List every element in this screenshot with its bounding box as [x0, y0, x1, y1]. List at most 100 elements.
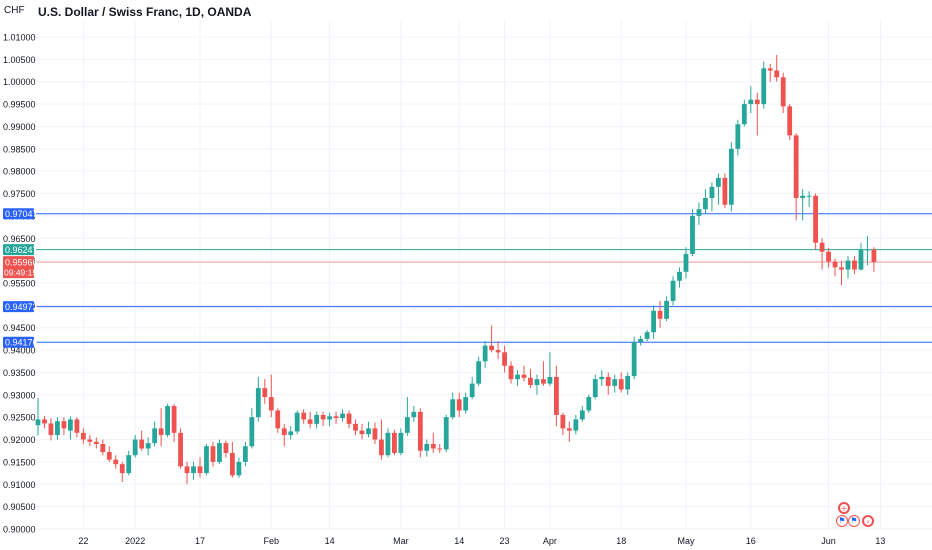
- candle-body: [670, 280, 676, 301]
- candle-body: [398, 432, 404, 453]
- candle-body: [152, 428, 158, 444]
- candle-body: [534, 379, 540, 385]
- candle-body: [819, 242, 825, 252]
- candle-body: [852, 260, 857, 270]
- y-tick-label: 0.98500: [3, 144, 36, 154]
- level-price-label-bg: [3, 208, 34, 220]
- candle-body: [690, 215, 695, 254]
- candle-body: [625, 376, 631, 390]
- candle-body: [806, 195, 812, 197]
- candle-body: [592, 379, 598, 398]
- candle-body: [651, 310, 656, 333]
- y-tick-label: 0.99000: [3, 122, 36, 132]
- candle-body: [735, 124, 741, 149]
- candle-body: [178, 432, 183, 467]
- candle-body: [165, 406, 170, 436]
- current-price-label-bg: [3, 256, 34, 279]
- level-price-label: 0.94176: [5, 338, 38, 348]
- candle-body: [230, 452, 235, 476]
- y-tick-label: 1.00000: [3, 77, 36, 87]
- y-tick-label: 0.93500: [3, 368, 36, 378]
- x-tick-label: 23: [500, 536, 510, 546]
- candle-body: [346, 413, 352, 424]
- candle-body: [55, 421, 60, 436]
- candle-body: [657, 310, 663, 319]
- countdown-label: 09:49:15: [4, 268, 37, 278]
- candle-body: [281, 428, 287, 436]
- candle-body: [223, 443, 229, 453]
- candle-body: [612, 379, 618, 386]
- candle-body: [301, 412, 307, 420]
- price-labels: 0.97047 0.94972 0.94176 0.96247 0.9596609:49…: [3, 208, 38, 348]
- candle-body: [605, 376, 611, 386]
- candle-body: [87, 439, 93, 442]
- candle-body: [171, 406, 177, 433]
- candle-body: [709, 186, 715, 199]
- candle-body: [502, 352, 507, 366]
- level-price-label-bg: [3, 336, 34, 348]
- candle-body: [307, 419, 313, 424]
- level-price-label: 0.94972: [5, 302, 38, 312]
- candle-body: [424, 444, 430, 451]
- candle-body: [716, 177, 721, 187]
- us-flag-icon[interactable]: ⚑: [848, 515, 860, 527]
- candle-body: [644, 332, 650, 339]
- candle-body: [359, 430, 365, 435]
- candle-body: [528, 377, 533, 385]
- plus-icon[interactable]: +: [838, 502, 850, 514]
- us-flag-icon[interactable]: ⚑: [836, 515, 848, 527]
- candle-body: [450, 399, 456, 418]
- x-tick-label: May: [677, 536, 695, 546]
- candle-body: [353, 423, 358, 431]
- candle-body: [437, 448, 443, 450]
- price-axis[interactable]: 0.90000 0.90500 0.91000 0.91500 0.92000 0.925…: [3, 33, 36, 535]
- candle-body: [385, 432, 391, 456]
- candle-body: [249, 417, 255, 447]
- candle-body: [664, 300, 669, 319]
- candle-body: [48, 423, 54, 436]
- candle-body: [599, 376, 605, 380]
- candle-body: [586, 397, 592, 411]
- candle-body: [275, 410, 281, 429]
- candle-body: [463, 397, 469, 411]
- candle-body: [800, 195, 806, 199]
- candle-body: [456, 399, 462, 411]
- y-tick-label: 0.90500: [3, 502, 36, 512]
- x-tick-label: Apr: [543, 536, 557, 546]
- y-tick-label: 1.00500: [3, 55, 36, 65]
- candle-body: [489, 345, 494, 351]
- candle-body: [255, 388, 261, 418]
- y-tick-label: 0.91000: [3, 480, 36, 490]
- highlight-price-label: 0.96247: [5, 245, 38, 255]
- candle-body: [573, 419, 579, 431]
- x-tick-label: Feb: [264, 536, 280, 546]
- y-tick-label: 0.94000: [3, 346, 36, 356]
- candle-body: [722, 177, 728, 205]
- candle-body: [404, 417, 410, 433]
- candle-body: [68, 419, 73, 431]
- y-tick-label: 0.92000: [3, 435, 36, 445]
- time-axis[interactable]: 22 2022 17 Feb 14 Mar 14 23 Apr 18 May 16 Jun 13: [78, 536, 885, 546]
- candle-body: [521, 374, 527, 378]
- candle-body: [333, 416, 339, 419]
- candle-body: [638, 338, 644, 343]
- candle-body: [677, 271, 682, 281]
- candle-body: [42, 419, 47, 424]
- x-tick-label: 18: [616, 536, 626, 546]
- candle-body: [74, 419, 80, 433]
- currency-label: CHF: [4, 5, 25, 16]
- candle-body: [35, 419, 41, 426]
- candle-body: [126, 455, 132, 474]
- candle-body: [80, 432, 86, 440]
- candle-body: [871, 249, 877, 262]
- grid: [36, 20, 932, 530]
- arrow-right-icon[interactable]: ›: [862, 515, 874, 527]
- candle-body: [366, 428, 371, 435]
- candle-body: [119, 464, 125, 474]
- x-tick-label: Mar: [393, 536, 409, 546]
- x-tick-label: 17: [195, 536, 205, 546]
- candle-body: [469, 383, 475, 398]
- candle-body: [566, 428, 572, 431]
- y-tick-label: 0.97500: [3, 189, 36, 199]
